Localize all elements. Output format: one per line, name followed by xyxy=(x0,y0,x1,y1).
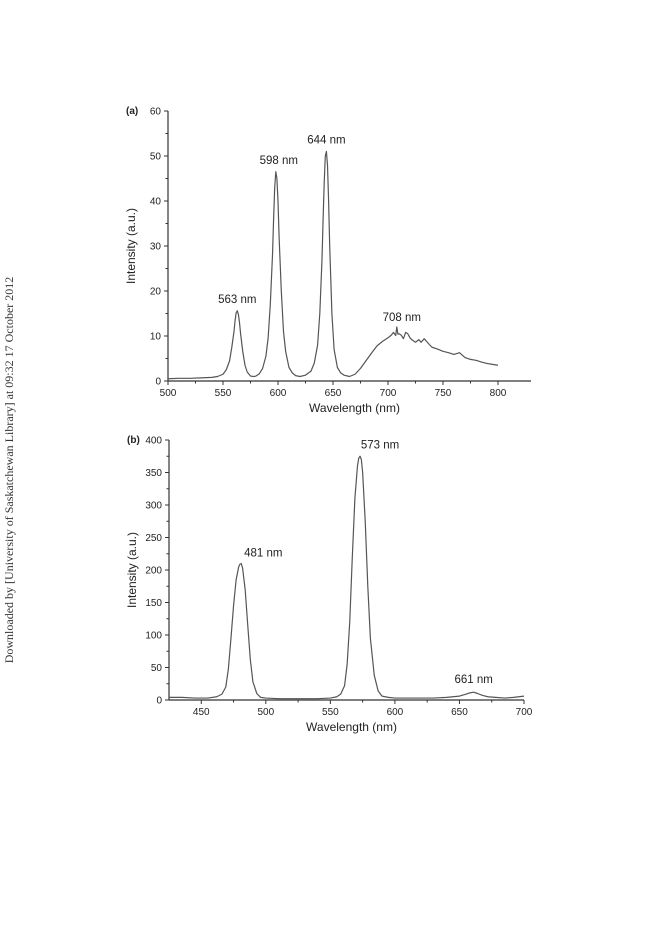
y-tick-label-a: 60 xyxy=(150,107,162,118)
peak-label-b: 661 nm xyxy=(454,674,492,686)
y-axis-title-a: Intensity (a.u.) xyxy=(124,208,138,284)
x-tick-label-b: 450 xyxy=(193,707,210,718)
y-tick-label-b: 100 xyxy=(145,631,162,642)
peak-label-b: 481 nm xyxy=(244,548,282,560)
y-tick-label-b: 150 xyxy=(145,598,162,609)
peak-label-b: 573 nm xyxy=(361,439,399,451)
x-tick-label-a: 500 xyxy=(160,388,177,399)
y-tick-label-b: 250 xyxy=(145,533,162,544)
y-tick-label-b: 200 xyxy=(145,566,162,577)
x-tick-label-b: 650 xyxy=(451,707,468,718)
peak-label-a: 708 nm xyxy=(383,312,421,324)
y-tick-label-b: 0 xyxy=(156,696,162,707)
x-tick-label-a: 700 xyxy=(380,388,397,399)
x-tick-label-a: 650 xyxy=(325,388,342,399)
y-tick-label-a: 40 xyxy=(150,197,162,208)
panel-label-b: (b) xyxy=(127,435,140,446)
peak-label-a: 644 nm xyxy=(307,135,345,147)
y-tick-label-a: 20 xyxy=(150,287,162,298)
x-tick-label-b: 600 xyxy=(387,707,404,718)
x-tick-label-b: 500 xyxy=(257,707,274,718)
x-axis-title-a: Wavelength (nm) xyxy=(309,401,400,415)
peak-label-a: 563 nm xyxy=(218,294,256,306)
x-tick-label-a: 750 xyxy=(435,388,452,399)
y-axis-title-b: Intensity (a.u.) xyxy=(125,532,139,608)
x-tick-label-a: 600 xyxy=(270,388,287,399)
panel-label-a: (a) xyxy=(126,106,138,117)
y-tick-label-b: 350 xyxy=(145,468,162,479)
x-tick-label-b: 700 xyxy=(516,707,533,718)
spectrum-line-a xyxy=(167,150,499,380)
x-tick-label-b: 550 xyxy=(322,707,339,718)
y-tick-label-a: 0 xyxy=(155,377,161,388)
x-axis-title-b: Wavelength (nm) xyxy=(306,720,397,734)
spectrum-line-b xyxy=(169,455,525,700)
y-tick-label-a: 30 xyxy=(150,242,162,253)
peak-label-a: 598 nm xyxy=(260,155,298,167)
y-tick-label-a: 10 xyxy=(150,332,162,343)
y-tick-label-b: 50 xyxy=(151,663,163,674)
x-tick-label-a: 550 xyxy=(215,388,232,399)
x-tick-label-a: 800 xyxy=(490,388,507,399)
y-tick-label-a: 50 xyxy=(150,152,162,163)
y-tick-label-b: 300 xyxy=(145,501,162,512)
y-tick-label-b: 400 xyxy=(145,436,162,447)
